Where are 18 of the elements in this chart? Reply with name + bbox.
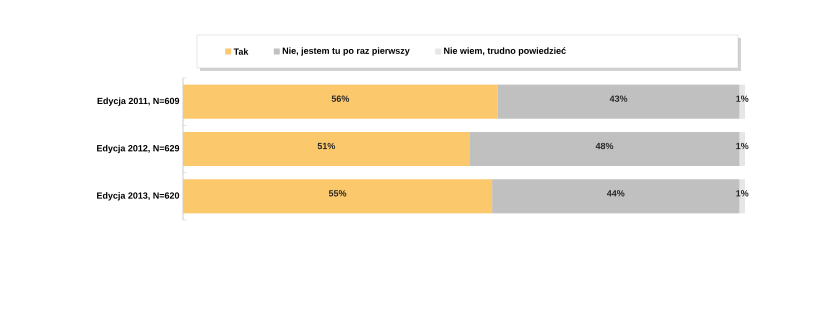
y-tick-label: Edycja 2013, N=620 (97, 192, 180, 201)
data-label: 51% (318, 142, 336, 150)
data-label: 48% (596, 142, 614, 150)
data-label: 56% (332, 95, 350, 102)
bar (183, 132, 470, 166)
legend-label: Nie, jestem tu po raz pierwszy (282, 47, 410, 56)
y-tick-label: Edycja 2012, N=629 (97, 144, 180, 154)
legend-label: Tak (234, 48, 248, 55)
legend-label: Nie wiem, trudno powiedzieć (444, 47, 566, 56)
bar (183, 84, 498, 119)
data-label: 44% (606, 190, 624, 196)
y-tick-label: Edycja 2011, N=609 (98, 97, 180, 106)
data-label: 55% (328, 190, 346, 196)
bar (183, 179, 492, 214)
data-label: 43% (610, 95, 628, 102)
data-label: 1% (736, 96, 748, 102)
data-label: 1% (736, 142, 748, 150)
data-label: 1% (736, 190, 748, 196)
